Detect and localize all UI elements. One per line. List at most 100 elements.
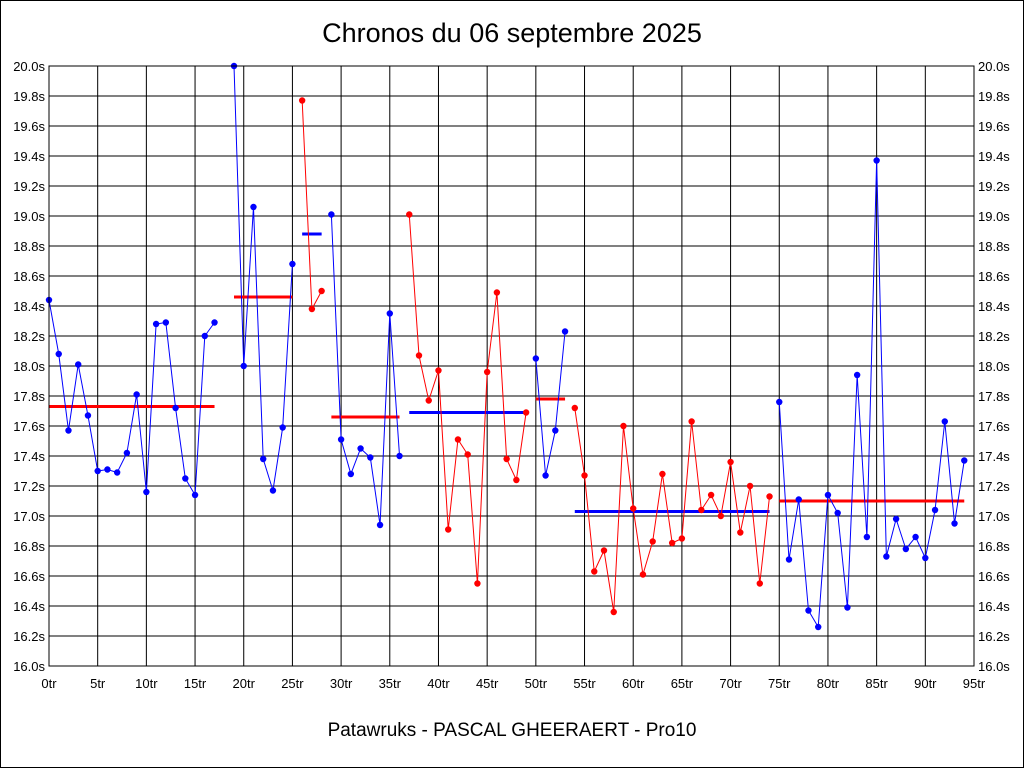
x-tick-label: 65tr [671, 676, 694, 691]
data-point [659, 470, 666, 478]
series-line [48, 299, 215, 497]
data-point [172, 404, 179, 412]
data-point [474, 580, 481, 587]
series-lines [45, 62, 968, 631]
data-point [182, 475, 189, 482]
data-point [951, 520, 958, 527]
y-tick-label-right: 19.4s [978, 149, 1010, 164]
y-tick-label-left: 20.0s [13, 59, 45, 74]
x-tick-label: 60tr [622, 676, 645, 691]
data-point [581, 472, 588, 479]
y-tick-label-left: 17.8s [13, 389, 45, 404]
data-point [698, 506, 705, 514]
plot-border [48, 65, 975, 667]
data-point [318, 287, 325, 295]
y-tick-label-right: 17.0s [978, 509, 1010, 524]
data-point [863, 533, 871, 541]
y-tick-label-right: 16.4s [978, 599, 1010, 614]
tick-labels: 16.0s 16.0s 16.2s 16.2s 16.4s 16.4s 16.6s 16.6s… [13, 59, 1010, 691]
data-point [941, 418, 948, 425]
x-tick-label: 25tr [281, 676, 304, 691]
x-tick-label: 10tr [135, 676, 158, 691]
data-point [678, 535, 686, 542]
y-tick-label-right: 19.2s [978, 179, 1010, 194]
data-point [279, 424, 286, 431]
y-tick-label-left: 18.0s [13, 359, 45, 374]
y-tick-label-right: 18.8s [978, 239, 1010, 254]
data-point [561, 328, 569, 335]
data-point [104, 466, 111, 473]
data-point [522, 409, 530, 416]
data-point [240, 362, 247, 370]
x-tick-label: 30tr [330, 676, 353, 691]
y-tick-label-right: 18.6s [978, 269, 1010, 284]
y-tick-label-left: 17.4s [13, 449, 45, 464]
x-tick-label: 5tr [90, 676, 106, 691]
data-point [211, 319, 218, 326]
data-point [902, 545, 910, 553]
y-tick-label-right: 17.4s [978, 449, 1010, 464]
x-tick-label: 15tr [184, 676, 207, 691]
y-tick-label-right: 18.0s [978, 359, 1010, 374]
data-point [269, 487, 277, 494]
data-point [454, 436, 462, 443]
x-tick-label: 90tr [914, 676, 937, 691]
data-point [445, 526, 452, 533]
y-tick-label-left: 16.6s [13, 569, 45, 584]
data-point [873, 157, 880, 164]
data-point [347, 470, 355, 478]
data-point [727, 458, 734, 466]
data-point [367, 454, 374, 461]
data-point [834, 509, 841, 517]
data-point [337, 436, 345, 443]
y-tick-label-left: 18.8s [13, 239, 45, 254]
data-point [785, 556, 793, 563]
data-point [815, 623, 822, 631]
y-tick-label-left: 19.2s [13, 179, 45, 194]
chart-footer: Patawruks - PASCAL GHEERAERT - Pro10 [327, 720, 697, 741]
data-point [503, 455, 510, 463]
data-point [464, 451, 471, 458]
data-point [425, 397, 432, 404]
data-point [824, 491, 832, 499]
grid-lines [48, 65, 975, 667]
y-tick-label-right: 16.0s [978, 659, 1010, 674]
data-point [766, 493, 773, 500]
series-line [535, 331, 566, 476]
x-tick-label: 20tr [233, 676, 256, 691]
data-point [649, 538, 656, 545]
data-point [688, 418, 695, 425]
y-tick-label-left: 16.2s [13, 629, 45, 644]
data-point [250, 203, 257, 211]
data-point [961, 457, 968, 464]
data-point [600, 547, 608, 554]
y-tick-label-right: 18.2s [978, 329, 1010, 344]
x-tick-label: 70tr [719, 676, 742, 691]
y-tick-label-left: 19.6s [13, 119, 45, 134]
data-point [376, 521, 384, 529]
data-point [795, 496, 802, 503]
data-point [630, 505, 637, 512]
data-point [668, 539, 676, 547]
data-point [55, 350, 62, 358]
x-tick-label: 80tr [817, 676, 840, 691]
data-point [113, 469, 121, 476]
data-point [415, 352, 423, 359]
y-tick-label-right: 16.6s [978, 569, 1010, 584]
data-point [532, 355, 540, 362]
data-point [357, 445, 364, 452]
x-tick-label: 0tr [41, 676, 57, 691]
x-tick-label: 55tr [573, 676, 596, 691]
y-tick-label-right: 19.0s [978, 209, 1010, 224]
data-point [853, 371, 861, 379]
y-tick-label-left: 17.0s [13, 509, 45, 524]
data-point [396, 452, 403, 460]
y-tick-label-left: 18.2s [13, 329, 45, 344]
data-point [591, 568, 598, 575]
y-tick-label-left: 19.4s [13, 149, 45, 164]
data-point [844, 604, 851, 611]
data-point [805, 607, 812, 614]
y-tick-label-right: 19.8s [978, 89, 1010, 104]
